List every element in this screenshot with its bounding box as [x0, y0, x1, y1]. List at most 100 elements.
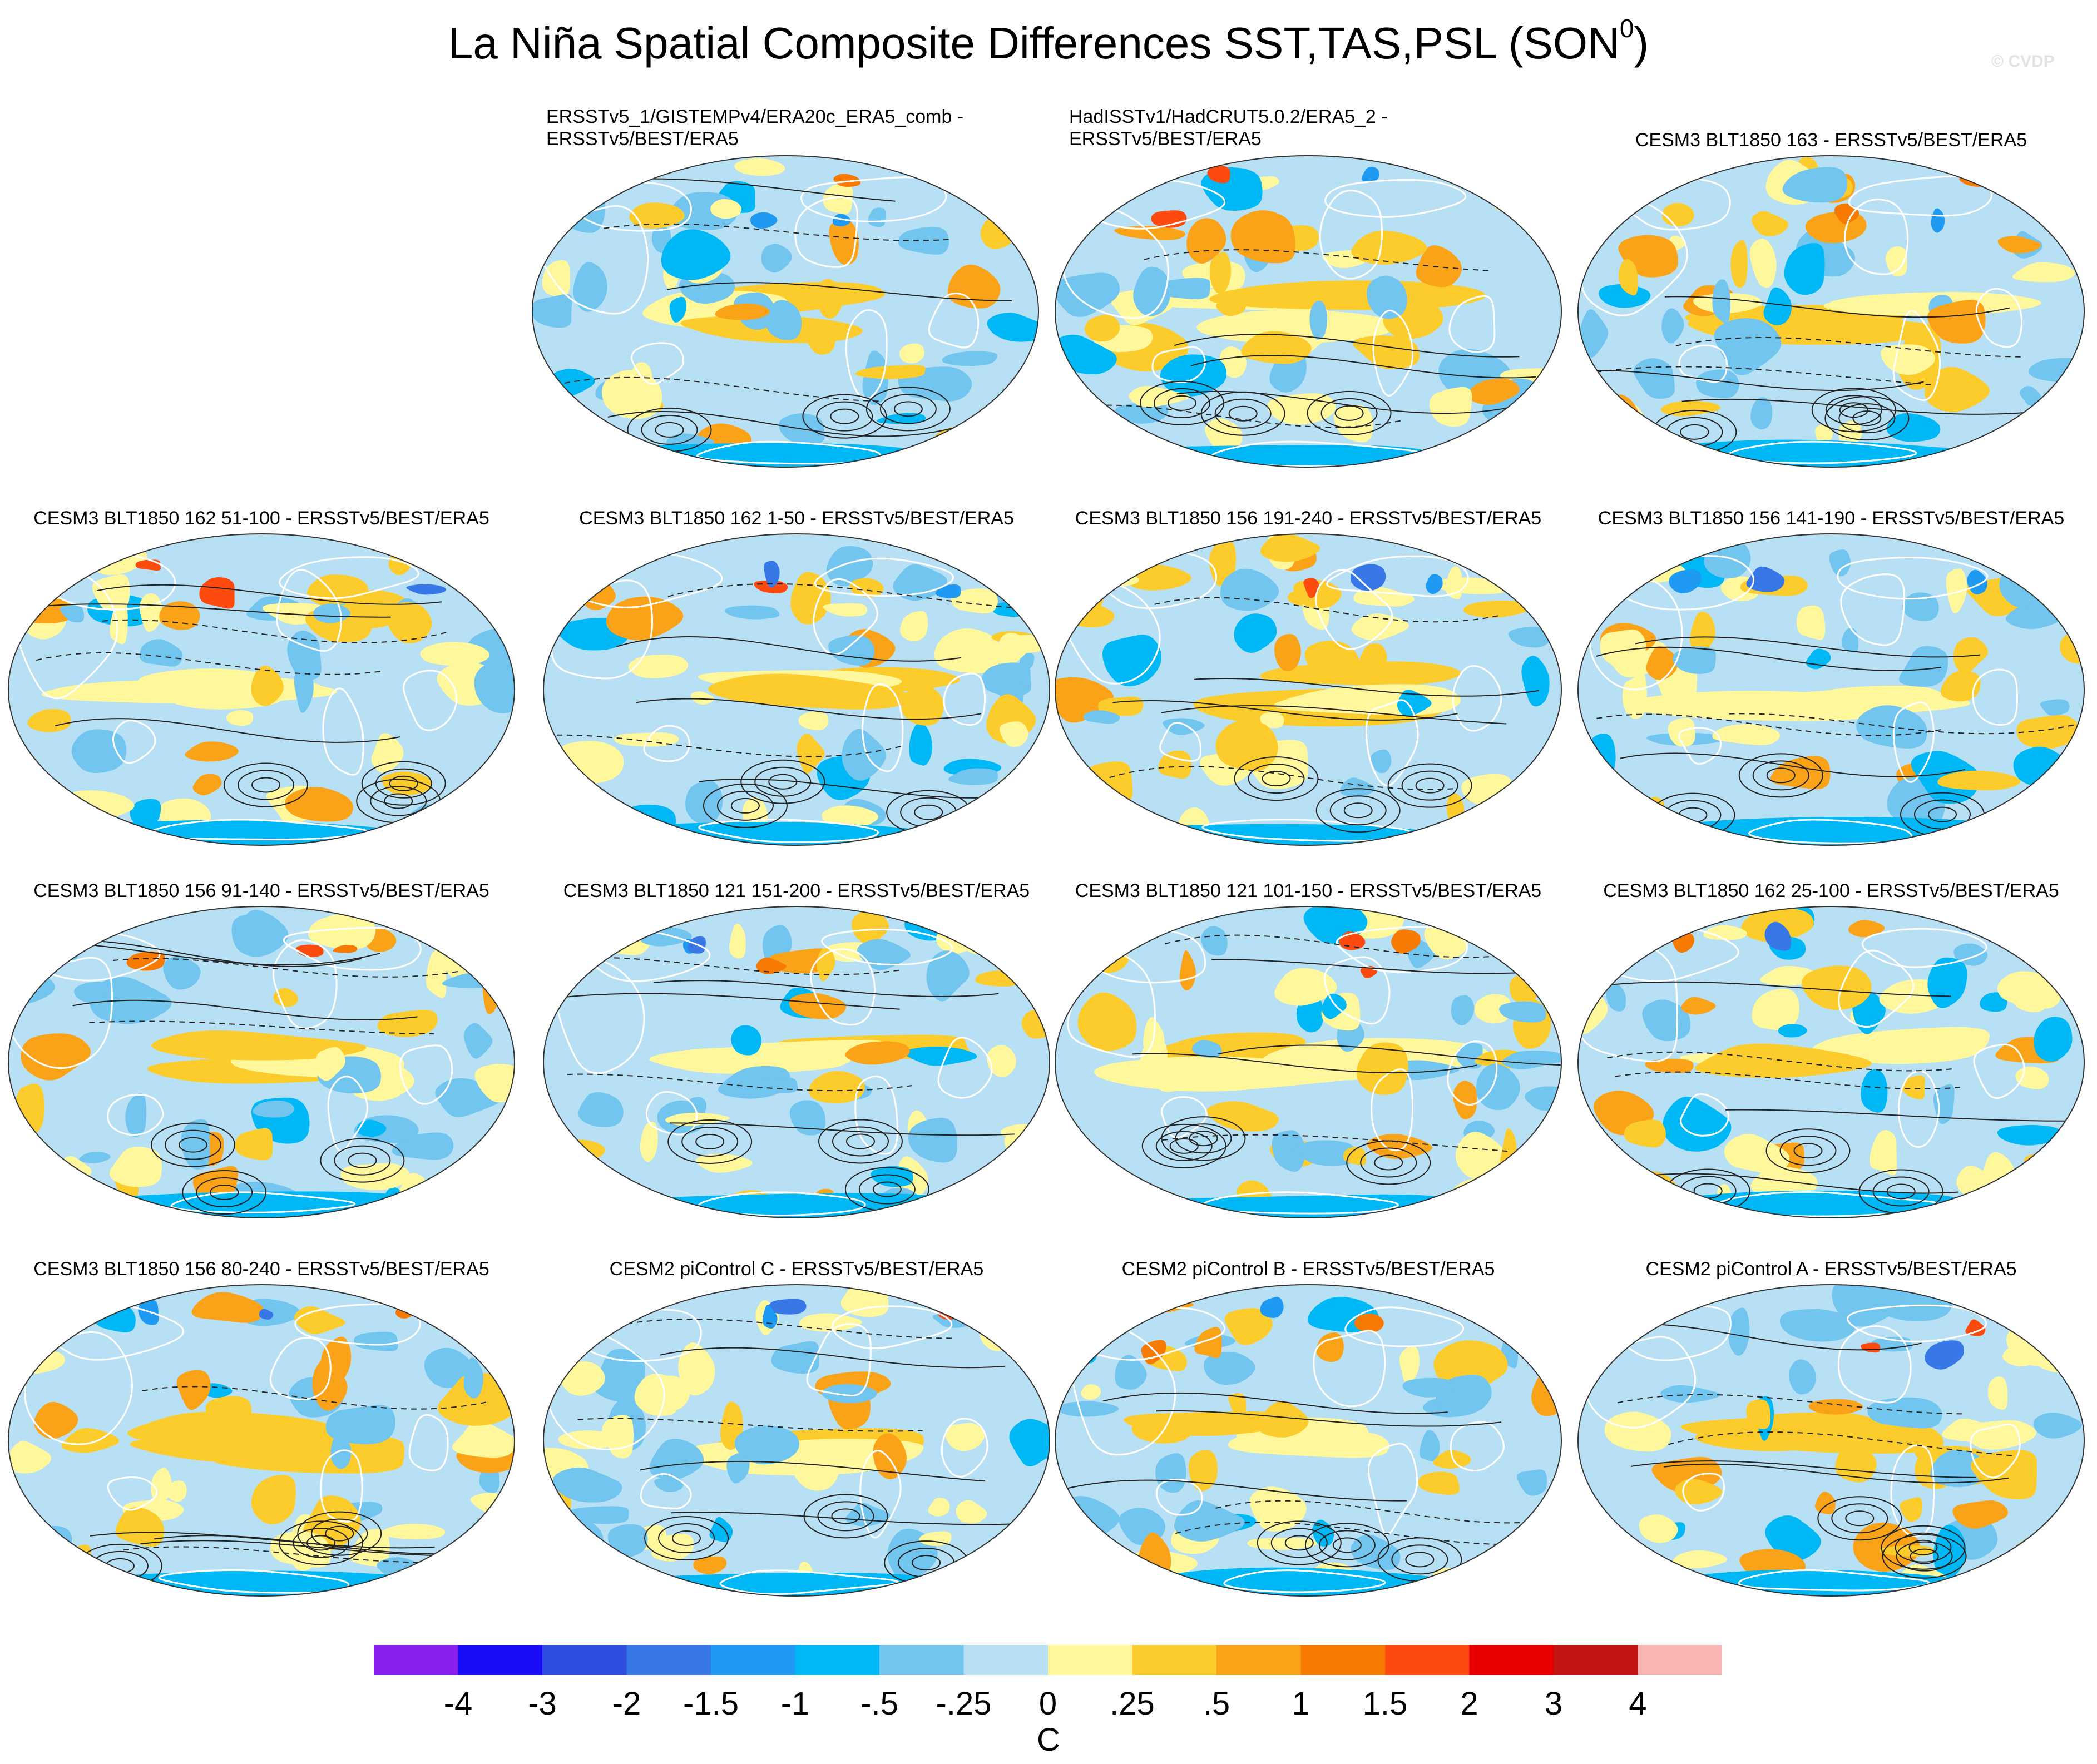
coastline — [1837, 557, 1989, 600]
psl-contour — [1391, 1544, 1448, 1575]
anomaly-patch — [1714, 318, 1782, 375]
anomaly-patch — [1219, 346, 1247, 378]
anomaly-patch — [789, 1100, 825, 1136]
anomaly-patch — [600, 913, 653, 955]
anomaly-patch — [816, 279, 843, 319]
anomaly-patch — [1351, 1534, 1401, 1570]
map-panel: CESM3 BLT1850 156 191-240 - ERSSTv5/BEST… — [1047, 478, 1570, 851]
panel-title: CESM3 BLT1850 163 - ERSSTv5/BEST/ERA5 — [1635, 130, 2027, 151]
anomaly-patch — [1578, 965, 1611, 993]
anomaly-patch — [474, 962, 515, 982]
anomaly-patch — [822, 1384, 877, 1404]
anomaly-patch — [167, 1480, 187, 1502]
psl-contour — [1729, 713, 2074, 735]
anomaly-patch — [789, 993, 847, 1020]
anomaly-patch — [921, 437, 987, 467]
coastline — [928, 293, 980, 349]
anomaly-patch — [1155, 1074, 1185, 1092]
anomaly-patch — [1870, 1130, 1897, 1176]
coastline — [845, 309, 888, 400]
anomaly-patch — [640, 1121, 658, 1162]
anomaly-patch — [771, 1341, 819, 1374]
anomaly-patch — [945, 1423, 985, 1451]
psl-contour — [831, 1508, 860, 1524]
anomaly-patch — [2016, 715, 2081, 749]
psl-contour — [1635, 636, 1981, 658]
anomaly-patch — [1946, 568, 1967, 613]
anomaly-patch — [987, 1045, 1016, 1077]
map-border — [543, 906, 1050, 1218]
psl-contour — [636, 698, 982, 720]
map-panel: CESM2 piControl A - ERSSTv5/BEST/ERA5 — [1570, 1229, 2093, 1602]
anomaly-patch — [22, 1326, 43, 1359]
coastline — [1975, 288, 2023, 348]
anomaly-patch — [27, 708, 71, 732]
coastline — [112, 720, 156, 764]
psl-contour — [196, 1177, 253, 1208]
anomaly-patch — [2012, 262, 2075, 283]
title-superscript: 0 — [1619, 14, 1634, 43]
anomaly-patch — [1455, 1132, 1505, 1179]
anomaly-patch — [1606, 984, 1626, 1012]
map-border — [8, 1284, 515, 1597]
anomaly-patch — [1055, 1145, 1098, 1180]
psl-contour — [1680, 424, 1709, 440]
anomaly-patch — [371, 733, 404, 773]
psl-contour — [1927, 806, 1957, 822]
anomaly-patch — [235, 1128, 273, 1161]
psl-contour — [845, 1133, 875, 1149]
colorbar-swatch — [711, 1645, 795, 1675]
anomaly-patch — [1009, 1419, 1050, 1466]
colorbar-swatch — [374, 1645, 458, 1675]
psl-contour — [1908, 1539, 1938, 1555]
anomaly-patch — [1371, 749, 1392, 774]
anomaly-patch — [294, 662, 314, 713]
colorbar-tick-label: 0 — [1038, 1686, 1057, 1722]
psl-contour — [1270, 1528, 1328, 1558]
colorbar-tick-label: .25 — [1110, 1686, 1155, 1722]
psl-contour — [1153, 388, 1210, 418]
anomaly-patch — [109, 1147, 162, 1187]
psl-contour — [90, 1532, 435, 1549]
anomaly-patch — [997, 1174, 1050, 1207]
psl-contour — [1161, 1116, 1246, 1161]
map-panel: CESM2 piControl C - ERSSTv5/BEST/ERA5 — [535, 1229, 1058, 1602]
anomaly-patch — [340, 1163, 411, 1190]
anomaly-field — [8, 534, 515, 845]
psl-contour — [607, 1319, 952, 1339]
psl-contour — [1304, 1523, 1389, 1568]
anomaly-patch — [996, 910, 1016, 936]
anomaly-patch — [845, 1041, 910, 1065]
robinson-map — [8, 906, 515, 1218]
anomaly-patch — [1501, 1309, 1549, 1335]
colorbar-tick-label: 2 — [1460, 1686, 1478, 1722]
psl-contour — [816, 401, 873, 432]
psl-contour — [802, 394, 887, 439]
anomaly-patch — [1829, 549, 1851, 577]
anomaly-patch — [1937, 770, 2021, 791]
coastline — [1223, 1569, 1386, 1593]
psl-contour — [655, 422, 684, 438]
anomaly-patch — [273, 988, 299, 1007]
colorbar-tick-label: -2 — [612, 1686, 641, 1722]
coastline — [1323, 956, 1391, 1025]
map-panel: CESM3 BLT1850 156 80-240 - ERSSTv5/BEST/… — [0, 1229, 523, 1602]
psl-contour — [1165, 934, 1510, 958]
anomaly-patch — [1084, 710, 1120, 724]
coastline — [107, 1476, 158, 1511]
map-panel: CESM3 BLT1850 156 141-190 - ERSSTv5/BEST… — [1570, 478, 2093, 851]
anomaly-patch — [1451, 995, 1475, 1025]
anomaly-patch — [1604, 1168, 1658, 1218]
anomaly-patch — [543, 1139, 605, 1162]
strong-anomaly-spot — [259, 1309, 274, 1320]
anomaly-patch — [1899, 646, 1948, 687]
coastline — [631, 342, 685, 385]
anomaly-patch — [2041, 578, 2084, 601]
map-panel: CESM2 piControl B - ERSSTv5/BEST/ERA5 — [1047, 1229, 1570, 1602]
anomaly-patch — [1789, 1359, 1816, 1395]
anomaly-patch — [1234, 613, 1277, 653]
psl-contours — [36, 584, 448, 824]
coastline — [1580, 1336, 1697, 1429]
psl-contour — [1156, 1410, 1502, 1427]
anomaly-patch — [1500, 161, 1532, 187]
